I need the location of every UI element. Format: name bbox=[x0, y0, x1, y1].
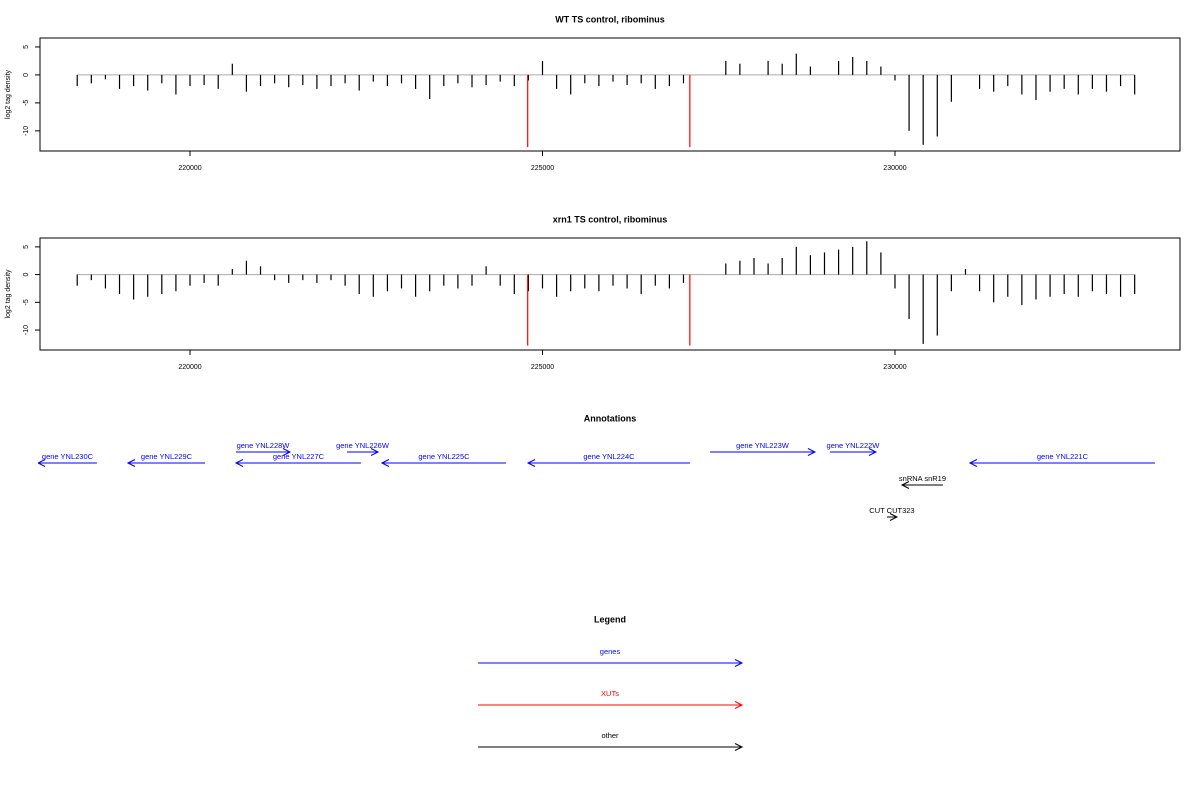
y-tick-label: 5 bbox=[23, 45, 30, 49]
legend-label: XUTs bbox=[601, 689, 619, 698]
arrow-head bbox=[734, 659, 744, 667]
arrow-head bbox=[734, 701, 744, 709]
feature-label: gene YNL225C bbox=[418, 452, 470, 461]
feature-label: gene YNL230C bbox=[42, 452, 94, 461]
x-tick-label: 230000 bbox=[883, 364, 906, 371]
chart-title: Annotations bbox=[584, 413, 637, 423]
feature-label: gene YNL229C bbox=[141, 452, 193, 461]
x-tick-label: 225000 bbox=[531, 165, 554, 172]
arrow-head bbox=[968, 459, 978, 467]
y-tick-label: 0 bbox=[23, 73, 30, 77]
x-tick-label: 225000 bbox=[531, 364, 554, 371]
arrow-head bbox=[234, 459, 244, 467]
legend-label: other bbox=[601, 731, 619, 740]
arrow-head bbox=[126, 459, 136, 467]
x-tick-label: 220000 bbox=[178, 165, 201, 172]
feature-label: gene YNL227C bbox=[273, 452, 325, 461]
x-tick-label: 220000 bbox=[178, 364, 201, 371]
arrow-head bbox=[734, 743, 744, 751]
arrow-head bbox=[370, 448, 380, 456]
feature-label: gene YNL223W bbox=[736, 441, 790, 450]
plot-frame bbox=[39, 237, 1181, 351]
y-tick-label: -5 bbox=[23, 299, 30, 305]
y-axis-label: log2 tag density bbox=[5, 269, 12, 319]
plot-frame bbox=[39, 37, 1181, 152]
feature-label: snRNA snR19 bbox=[899, 474, 946, 483]
y-tick-label: 5 bbox=[23, 245, 30, 249]
arrow-head bbox=[282, 448, 292, 456]
feature-label: gene YNL221C bbox=[1037, 452, 1089, 461]
feature-label: CUT CUT323 bbox=[869, 506, 914, 515]
y-tick-label: -10 bbox=[23, 126, 30, 136]
arrow-head bbox=[38, 459, 46, 467]
x-tick-label: 230000 bbox=[883, 165, 906, 172]
arrow-head bbox=[526, 459, 536, 467]
arrow-head bbox=[889, 513, 899, 521]
arrow-head bbox=[380, 459, 390, 467]
arrow-head bbox=[900, 481, 910, 489]
feature-label: gene YNL224C bbox=[583, 452, 635, 461]
feature-label: gene YNL226W bbox=[336, 441, 390, 450]
feature-label: gene YNL228W bbox=[237, 441, 291, 450]
feature-label: gene YNL222W bbox=[827, 441, 881, 450]
y-tick-label: -10 bbox=[23, 325, 30, 335]
legend-label: genes bbox=[600, 647, 621, 656]
y-tick-label: -5 bbox=[23, 100, 30, 106]
chart-title: WT TS control, ribominus bbox=[555, 14, 665, 24]
legend-title: Legend bbox=[594, 614, 626, 624]
arrow-head bbox=[807, 448, 817, 456]
arrow-head bbox=[868, 448, 878, 456]
y-tick-label: 0 bbox=[23, 273, 30, 277]
annotation-track: gene YNL230C gene YNL229C gene YNL228W gene… bbox=[38, 441, 1155, 521]
chart-title: xrn1 TS control, ribominus bbox=[553, 214, 668, 224]
y-axis-label: log2 tag density bbox=[5, 69, 12, 119]
